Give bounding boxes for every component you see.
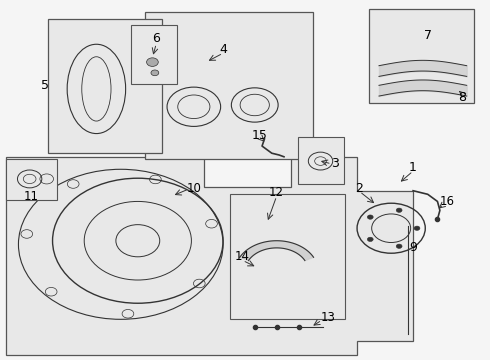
Bar <box>297 137 344 184</box>
Circle shape <box>368 237 373 242</box>
Circle shape <box>368 215 373 219</box>
Text: 11: 11 <box>24 190 39 203</box>
Text: 15: 15 <box>252 129 268 142</box>
Text: 13: 13 <box>320 311 335 324</box>
Polygon shape <box>6 157 413 355</box>
Text: 6: 6 <box>152 32 160 45</box>
Bar <box>130 24 177 84</box>
Text: 16: 16 <box>440 195 455 208</box>
Circle shape <box>414 226 420 230</box>
Text: 1: 1 <box>409 161 417 174</box>
Text: 5: 5 <box>41 79 49 92</box>
Circle shape <box>396 208 402 212</box>
Text: 14: 14 <box>235 250 250 263</box>
Text: 4: 4 <box>219 43 227 56</box>
Bar <box>48 19 162 153</box>
Bar <box>369 9 474 103</box>
Circle shape <box>147 58 158 66</box>
Text: 3: 3 <box>331 157 339 170</box>
Text: 9: 9 <box>409 241 417 255</box>
Bar <box>6 158 57 200</box>
Text: 7: 7 <box>424 29 432 42</box>
Text: 2: 2 <box>356 183 364 195</box>
Circle shape <box>396 244 402 248</box>
Text: 8: 8 <box>458 91 466 104</box>
Bar <box>145 12 313 158</box>
Circle shape <box>151 70 159 76</box>
Bar <box>230 194 345 319</box>
Polygon shape <box>240 241 314 261</box>
Text: 10: 10 <box>186 183 201 195</box>
Text: 12: 12 <box>269 186 284 199</box>
